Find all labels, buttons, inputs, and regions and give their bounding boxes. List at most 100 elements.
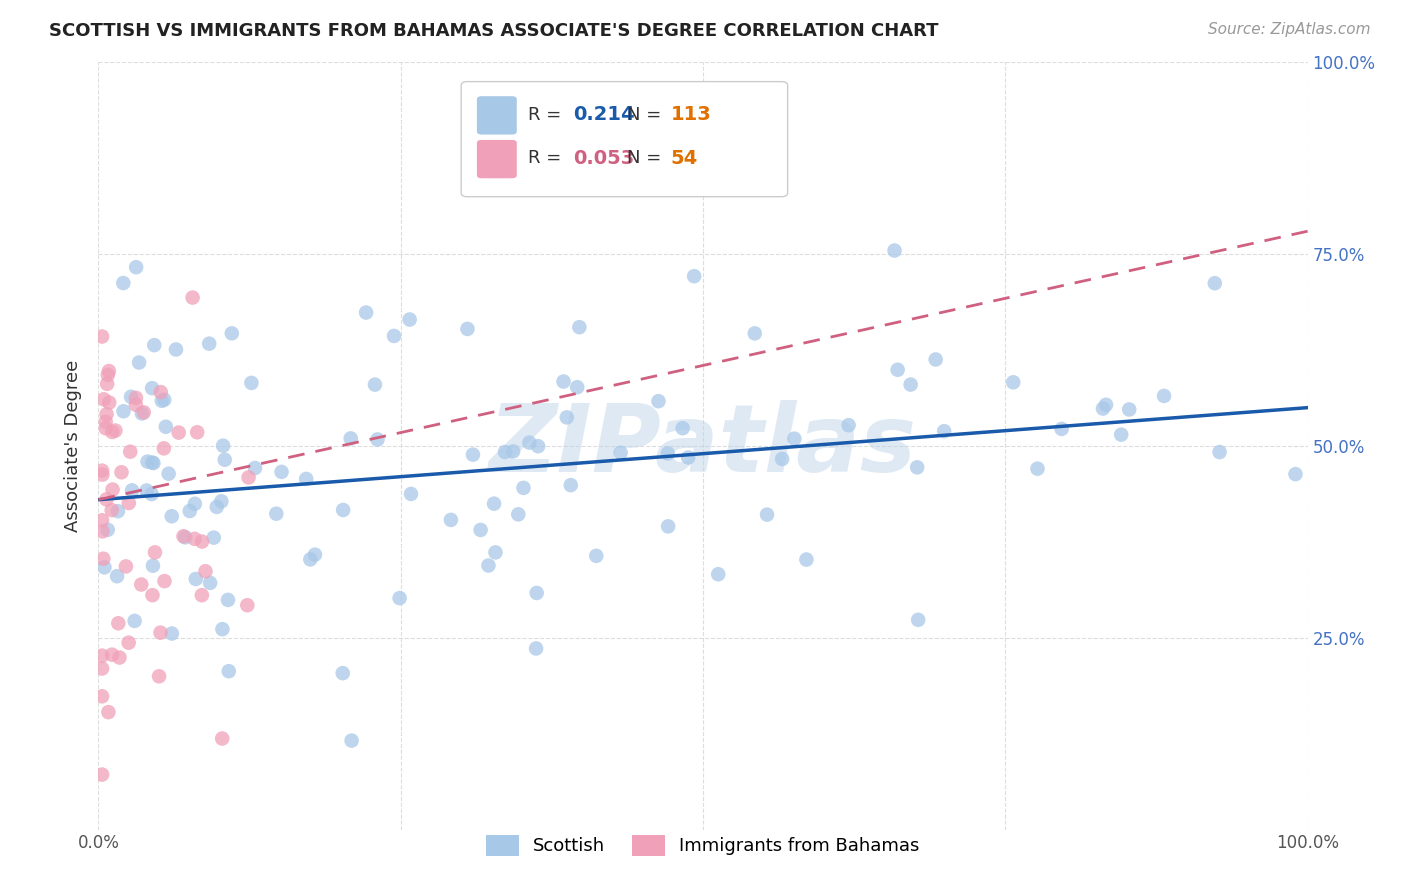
Text: 113: 113 [671,105,711,124]
Y-axis label: Associate's Degree: Associate's Degree [65,359,83,533]
Point [198,575,221,590]
Point [91,513,114,527]
Point [398,312,420,326]
Point [1091,401,1114,416]
Point [568,320,591,334]
Point [519,435,541,450]
Point [91,648,114,663]
Text: Source: ZipAtlas.com: Source: ZipAtlas.com [1208,22,1371,37]
Text: N =: N = [627,105,666,124]
Point [96,407,118,421]
Point [191,588,214,602]
Point [118,496,141,510]
Point [508,508,530,522]
Point [150,393,173,408]
Text: N =: N = [627,149,666,168]
Point [886,363,908,377]
Point [186,425,208,440]
Point [125,260,148,275]
Point [1026,461,1049,475]
Point [143,338,166,352]
Point [117,636,139,650]
Point [97,364,120,378]
Point [354,305,377,319]
Point [120,444,142,458]
Point [796,552,818,566]
Point [93,560,115,574]
Point [512,481,534,495]
Point [585,549,607,563]
Point [672,421,695,435]
Point [295,472,318,486]
Point [136,454,159,468]
Point [236,598,259,612]
Point [1118,402,1140,417]
Point [107,504,129,518]
Point [91,551,114,566]
Point [97,523,120,537]
Point [91,329,114,343]
Point [165,343,187,357]
Point [194,564,217,578]
Point [129,577,152,591]
Point [214,452,236,467]
Point [382,329,405,343]
Point [149,385,172,400]
Point [91,661,114,675]
Point [125,398,148,412]
Text: 54: 54 [671,149,697,168]
Point [470,523,492,537]
Point [149,625,172,640]
Point [131,407,153,421]
Point [205,500,228,514]
Point [934,424,956,438]
Point [142,558,165,573]
Point [502,444,524,458]
FancyBboxPatch shape [477,96,517,135]
Point [212,439,235,453]
Point [91,464,114,478]
Point [107,616,129,631]
Point [112,276,135,290]
Point [184,572,207,586]
Point [477,558,499,573]
Point [1153,389,1175,403]
Point [91,767,114,781]
FancyBboxPatch shape [477,140,517,178]
Point [112,404,135,418]
Point [179,504,201,518]
Point [104,424,127,438]
Point [91,690,114,704]
Point [332,666,354,681]
Point [367,433,389,447]
Point [907,613,929,627]
Point [340,733,363,747]
Point [905,460,928,475]
Point [240,376,263,390]
Point [141,487,163,501]
Point [202,531,225,545]
Point [101,425,124,439]
Point [141,381,163,395]
Text: ZIPatlas: ZIPatlas [489,400,917,492]
Point [91,467,114,482]
Point [1050,422,1073,436]
Point [184,497,207,511]
Point [157,467,180,481]
Text: R =: R = [527,149,567,168]
Point [756,508,779,522]
Point [100,503,122,517]
Point [1204,277,1226,291]
Point [883,244,905,258]
Point [108,650,131,665]
Point [125,391,148,405]
Point [148,669,170,683]
Point [172,529,194,543]
Point [364,377,387,392]
Point [238,470,260,484]
Point [555,410,578,425]
Point [266,507,288,521]
Point [101,648,124,662]
Point [167,425,190,440]
Point [105,569,128,583]
